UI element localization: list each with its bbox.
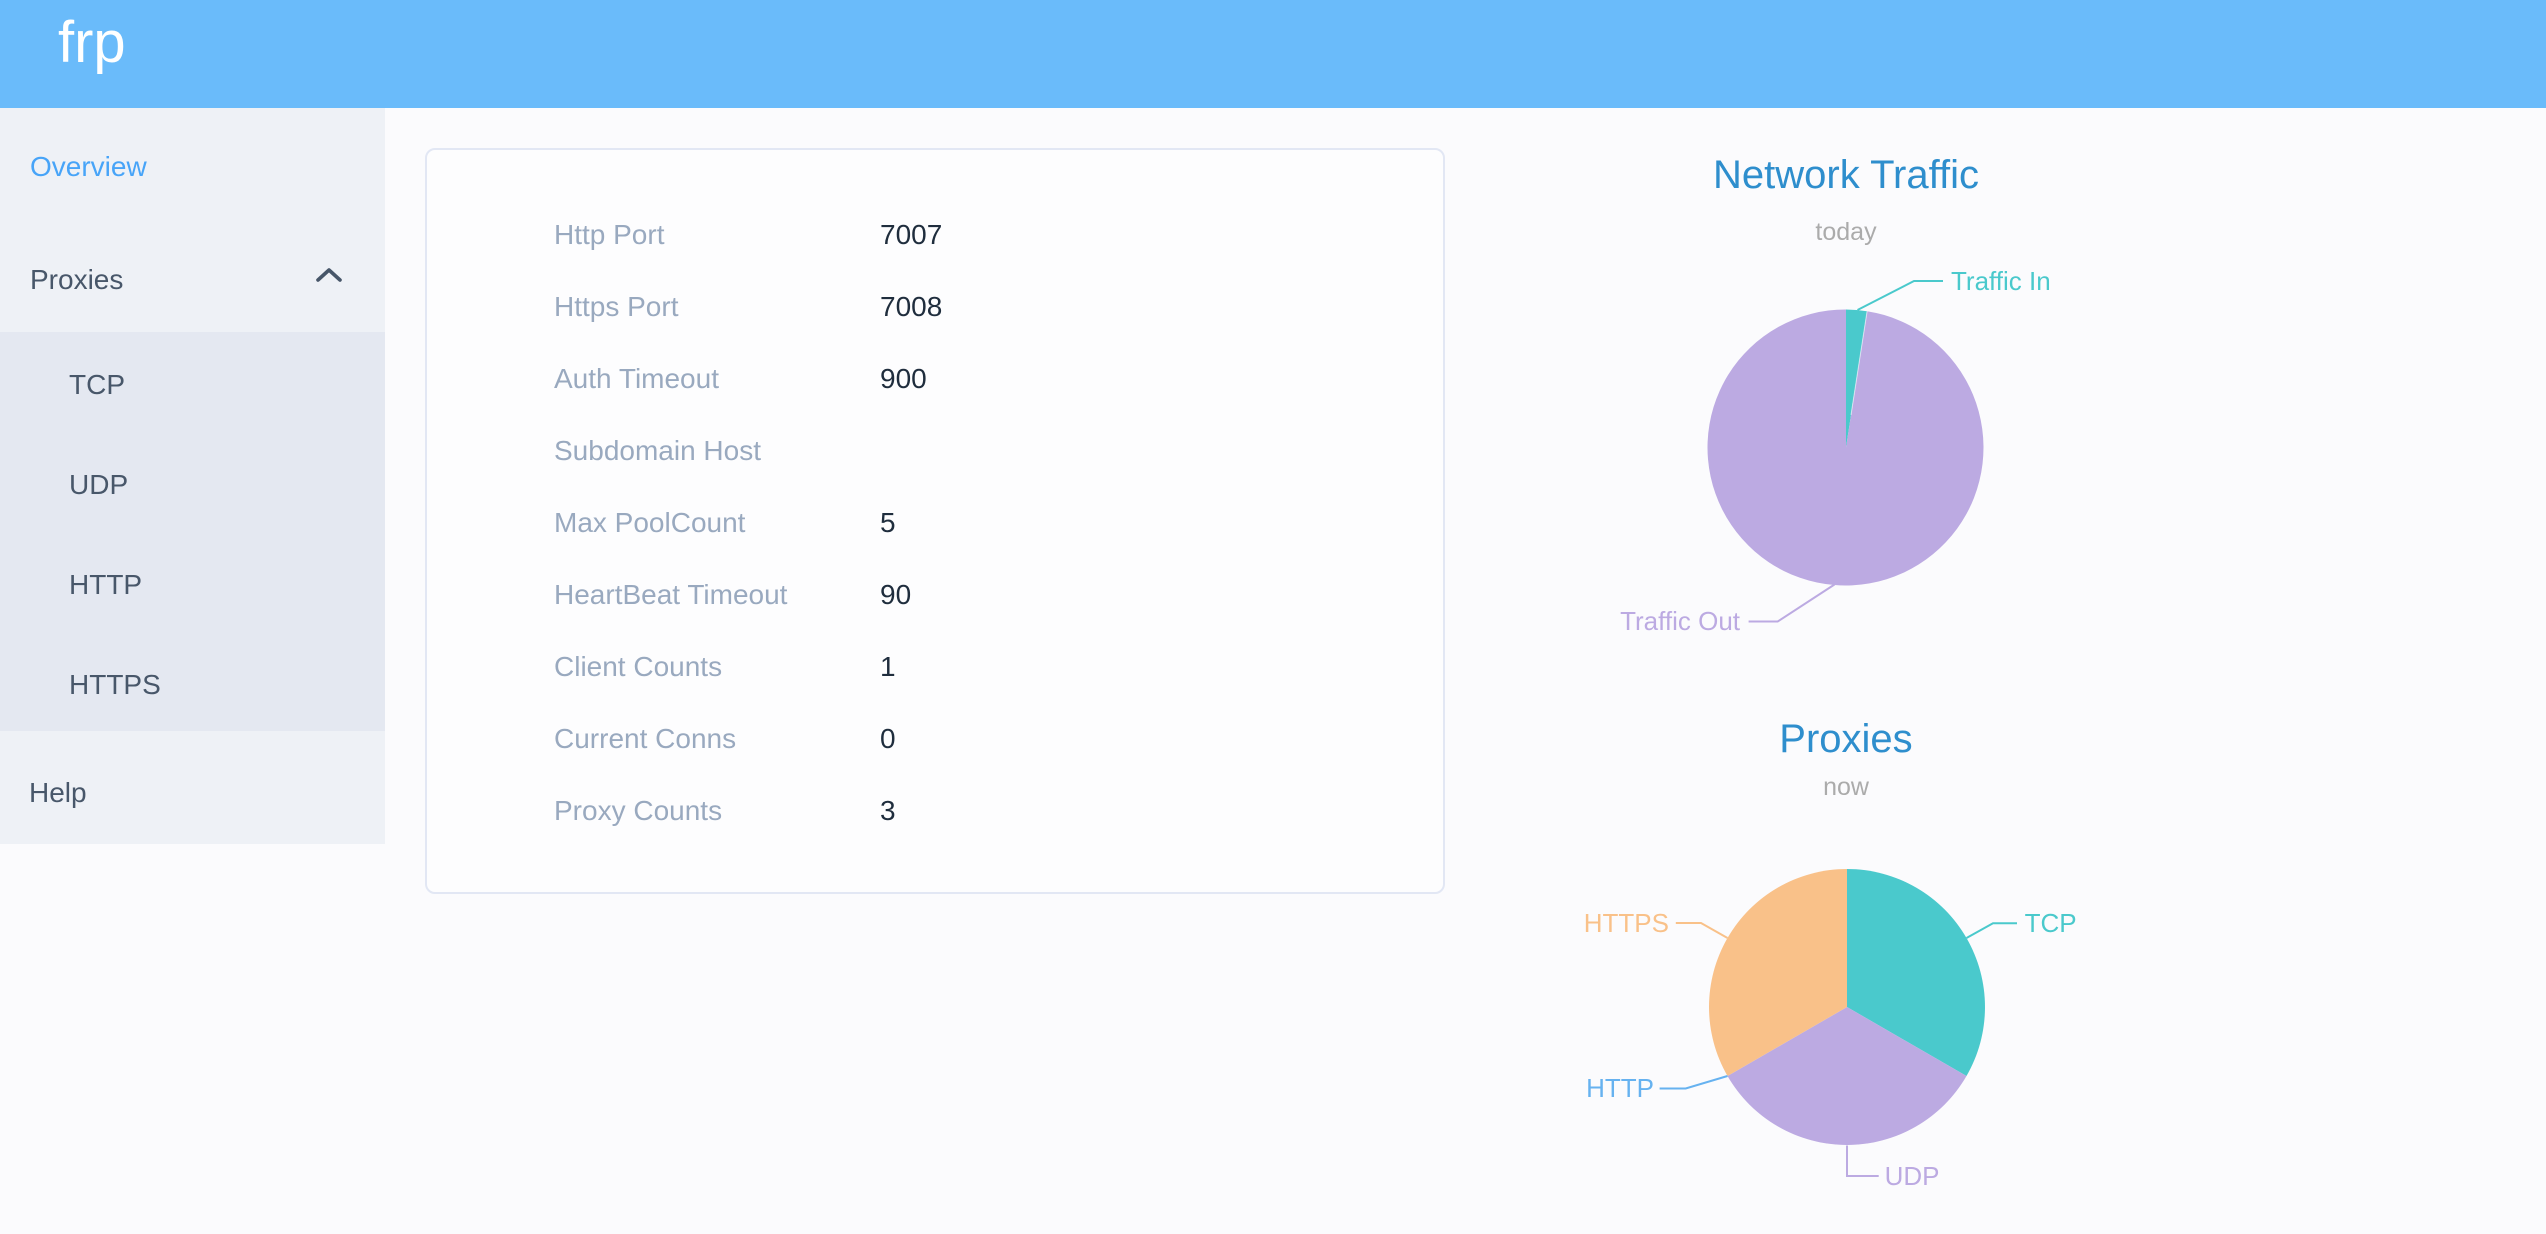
svg-text:UDP: UDP [1885,1161,1940,1191]
svg-text:Traffic In: Traffic In [1951,266,2051,296]
svg-text:today: today [1815,218,1877,246]
svg-text:Network Traffic: Network Traffic [1713,153,1979,197]
svg-text:now: now [1823,773,1870,801]
svg-text:HTTP: HTTP [1586,1073,1654,1103]
svg-text:Traffic Out: Traffic Out [1620,606,1741,636]
svg-text:HTTPS: HTTPS [1584,908,1669,938]
svg-text:Proxies: Proxies [1779,717,1912,761]
svg-text:TCP: TCP [2025,908,2077,938]
